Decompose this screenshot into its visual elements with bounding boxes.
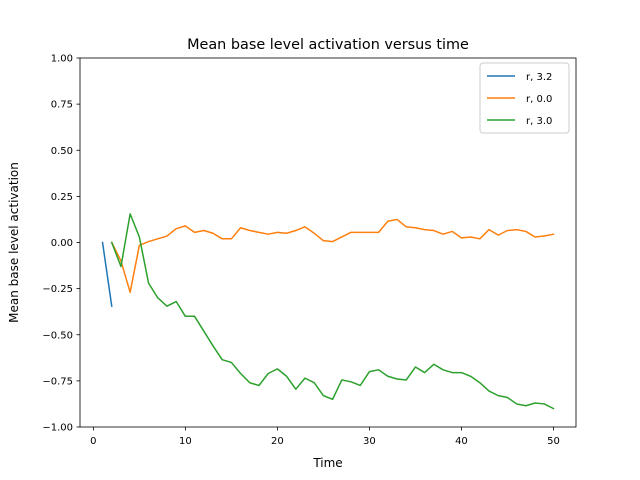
legend-label-0: r, 3.2 [526, 72, 552, 83]
x-tick-label: 50 [547, 436, 560, 447]
legend-label-2: r, 3.0 [526, 116, 552, 127]
series-line-1 [110, 218, 555, 294]
series-line-0 [101, 241, 113, 307]
x-tick-label: 0 [90, 436, 96, 447]
y-axis-ticks: −1.00 −0.75 −0.50 −0.25 0.00 0.25 0.50 0.75 1.00 [42, 54, 80, 434]
legend-box [479, 62, 570, 134]
legend-label-1: r, 0.0 [526, 94, 552, 105]
y-tick-label: 0.50 [51, 146, 73, 157]
y-axis-label: Mean base level activation [7, 162, 21, 323]
x-tick-label: 10 [179, 436, 192, 447]
chart-title: Mean base level activation versus time [187, 37, 469, 53]
x-tick-label: 30 [363, 436, 376, 447]
legend: r, 3.2 r, 0.0 r, 3.0 [479, 62, 570, 134]
x-tick-label: 20 [271, 436, 284, 447]
y-tick-label: −1.00 [42, 423, 73, 434]
y-tick-label: 1.00 [51, 54, 73, 65]
x-axis-ticks: 0 10 20 30 40 50 [90, 427, 560, 447]
plot-area [101, 213, 555, 410]
series-line-2 [110, 213, 555, 410]
y-tick-label: −0.50 [42, 330, 73, 341]
x-tick-label: 40 [455, 436, 468, 447]
y-tick-label: −0.25 [42, 284, 73, 295]
x-axis-label: Time [312, 456, 342, 470]
y-tick-label: 0.75 [51, 100, 73, 111]
y-tick-label: 0.25 [51, 192, 73, 203]
y-tick-label: 0.00 [51, 238, 73, 249]
y-tick-label: −0.75 [42, 376, 73, 387]
